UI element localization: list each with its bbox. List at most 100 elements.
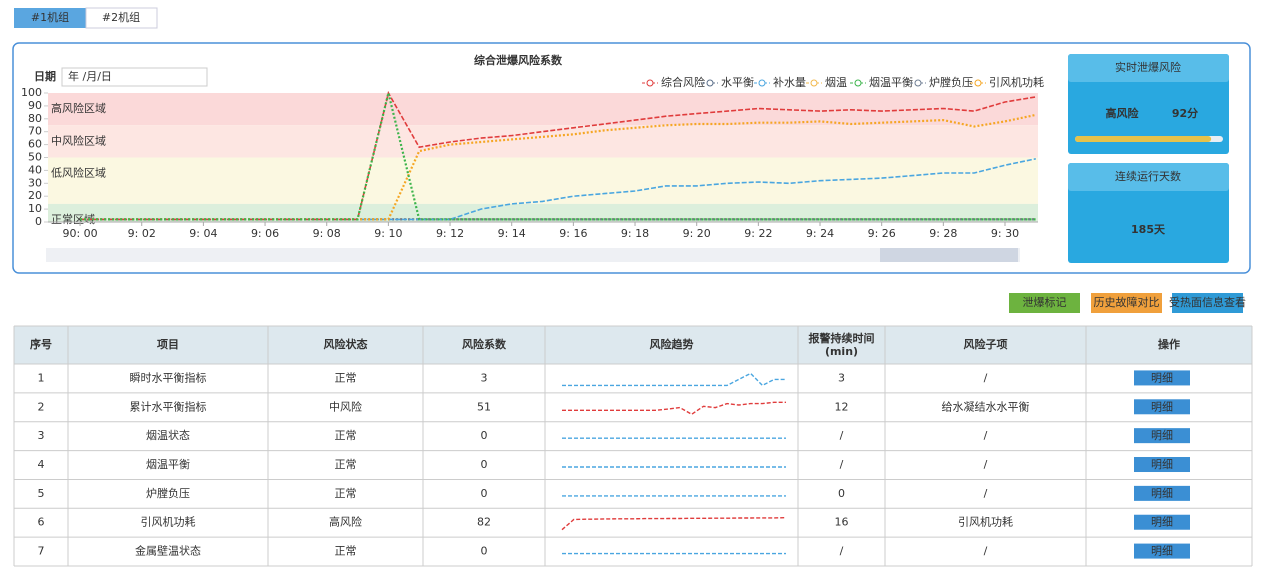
table-cell: 3 bbox=[481, 371, 488, 384]
band-label: 低风险区域 bbox=[51, 166, 106, 180]
zoom-window[interactable] bbox=[880, 248, 1018, 262]
table-header: 操作 bbox=[1158, 337, 1180, 351]
legend-label[interactable]: 烟温 bbox=[825, 75, 847, 89]
legend-label[interactable]: 炉膛负压 bbox=[929, 75, 973, 89]
y-tick-label: 100 bbox=[21, 86, 42, 99]
tab[interactable] bbox=[14, 8, 86, 28]
legend-label[interactable]: 烟温平衡 bbox=[869, 75, 913, 89]
x-tick-label: 9: 22 bbox=[744, 227, 772, 240]
detail-button[interactable] bbox=[1134, 514, 1190, 530]
table-cell: 5 bbox=[38, 487, 45, 500]
table-cell: 正常 bbox=[335, 487, 357, 500]
legend-label[interactable]: 综合风险 bbox=[661, 75, 705, 89]
table-cell: / bbox=[984, 458, 988, 471]
detail-button-label[interactable]: 明细 bbox=[1151, 458, 1173, 471]
action-button-label[interactable]: 泄爆标记 bbox=[1023, 295, 1067, 309]
table-cell: 累计水平衡指标 bbox=[130, 399, 207, 413]
days-card-header bbox=[1068, 163, 1229, 191]
table-cell: 正常 bbox=[335, 429, 357, 442]
x-tick-label: 9: 30 bbox=[991, 227, 1019, 240]
x-tick-label: 90: 00 bbox=[62, 227, 97, 240]
table-cell: 正常 bbox=[335, 545, 357, 558]
date-label: 日期 bbox=[34, 69, 56, 83]
y-tick-label: 10 bbox=[28, 202, 42, 215]
table-header: 风险趋势 bbox=[650, 337, 694, 351]
legend-label[interactable]: 补水量 bbox=[773, 76, 806, 89]
zoom-track bbox=[46, 248, 1020, 262]
table-cell: 7 bbox=[38, 545, 45, 558]
action-button[interactable] bbox=[1172, 293, 1243, 313]
risk-card-header bbox=[1068, 54, 1229, 82]
table-cell: 给水凝结水水平衡 bbox=[942, 399, 1030, 413]
detail-button[interactable] bbox=[1134, 543, 1190, 559]
days-title: 连续运行天数 bbox=[1115, 169, 1181, 183]
detail-button[interactable] bbox=[1134, 457, 1190, 473]
table-header: 序号 bbox=[30, 337, 52, 351]
y-tick-label: 30 bbox=[28, 176, 42, 189]
detail-button-label[interactable]: 明细 bbox=[1151, 487, 1173, 500]
table-cell: / bbox=[984, 371, 988, 384]
detail-button[interactable] bbox=[1134, 399, 1190, 415]
table-cell: / bbox=[984, 545, 988, 558]
table-cell: 正常 bbox=[335, 371, 357, 384]
series-line bbox=[80, 90, 1036, 221]
detail-button[interactable] bbox=[1134, 370, 1190, 386]
action-button[interactable] bbox=[1009, 293, 1080, 313]
action-button-label[interactable]: 历史故障对比 bbox=[1094, 295, 1160, 309]
action-button-label[interactable]: 受热面信息查看 bbox=[1169, 295, 1246, 309]
legend-marker bbox=[854, 79, 862, 87]
table-header: 项目 bbox=[157, 338, 179, 351]
table-cell: 4 bbox=[38, 458, 45, 471]
risk-score: 92分 bbox=[1172, 106, 1198, 120]
risk-band bbox=[48, 157, 1038, 204]
detail-button[interactable] bbox=[1134, 428, 1190, 444]
y-tick-label: 70 bbox=[28, 125, 42, 138]
legend-marker bbox=[810, 79, 818, 87]
date-placeholder: 年 /月/日 bbox=[68, 69, 112, 83]
table-header: 风险子项 bbox=[964, 337, 1008, 351]
y-tick-label: 90 bbox=[28, 99, 42, 112]
table-header: 报警持续时间 bbox=[809, 331, 875, 345]
action-button[interactable] bbox=[1091, 293, 1162, 313]
table-cell: 1 bbox=[38, 371, 45, 384]
date-input[interactable] bbox=[61, 67, 208, 87]
risk-band bbox=[48, 93, 1038, 126]
sparkline bbox=[562, 401, 786, 416]
sparkline bbox=[562, 372, 786, 387]
table-cell: 6 bbox=[38, 516, 45, 529]
legend-marker bbox=[706, 79, 714, 87]
detail-button-label[interactable]: 明细 bbox=[1151, 545, 1173, 558]
tab-label[interactable]: #1机组 bbox=[31, 10, 69, 24]
legend-label[interactable]: 引风机功耗 bbox=[989, 75, 1044, 89]
detail-button-label[interactable]: 明细 bbox=[1151, 429, 1173, 442]
band-label: 中风险区域 bbox=[51, 133, 106, 147]
x-tick-label: 9: 12 bbox=[436, 227, 464, 240]
table-cell: / bbox=[840, 458, 844, 471]
table-cell: 引风机功耗 bbox=[141, 515, 196, 529]
table-header: (min) bbox=[825, 345, 858, 358]
legend-marker bbox=[646, 79, 654, 87]
x-tick-label: 9: 02 bbox=[128, 227, 156, 240]
legend-label[interactable]: 水平衡 bbox=[721, 76, 754, 89]
table-cell: 2 bbox=[38, 400, 45, 413]
tab-label[interactable]: #2机组 bbox=[102, 10, 140, 24]
table-cell: 16 bbox=[835, 516, 849, 529]
table-cell: 0 bbox=[481, 545, 488, 558]
table-header-bg bbox=[14, 326, 1252, 364]
risk-band bbox=[48, 203, 1038, 222]
table-cell: 金属壁温状态 bbox=[135, 544, 201, 558]
table-cell: 51 bbox=[477, 400, 491, 413]
detail-button-label[interactable]: 明细 bbox=[1151, 400, 1173, 413]
x-tick-label: 9: 06 bbox=[251, 227, 279, 240]
detail-button[interactable] bbox=[1134, 485, 1190, 501]
detail-button-label[interactable]: 明细 bbox=[1151, 516, 1173, 529]
risk-band bbox=[48, 125, 1038, 158]
table-cell: 高风险 bbox=[329, 515, 362, 529]
x-tick-label: 9: 28 bbox=[929, 227, 957, 240]
tab[interactable] bbox=[85, 7, 158, 29]
detail-button-label[interactable]: 明细 bbox=[1151, 371, 1173, 384]
risk-title: 实时泄爆风险 bbox=[1115, 60, 1181, 74]
table-cell: / bbox=[984, 487, 988, 500]
table-cell: 炉膛负压 bbox=[146, 486, 190, 500]
y-tick-label: 40 bbox=[28, 163, 42, 176]
